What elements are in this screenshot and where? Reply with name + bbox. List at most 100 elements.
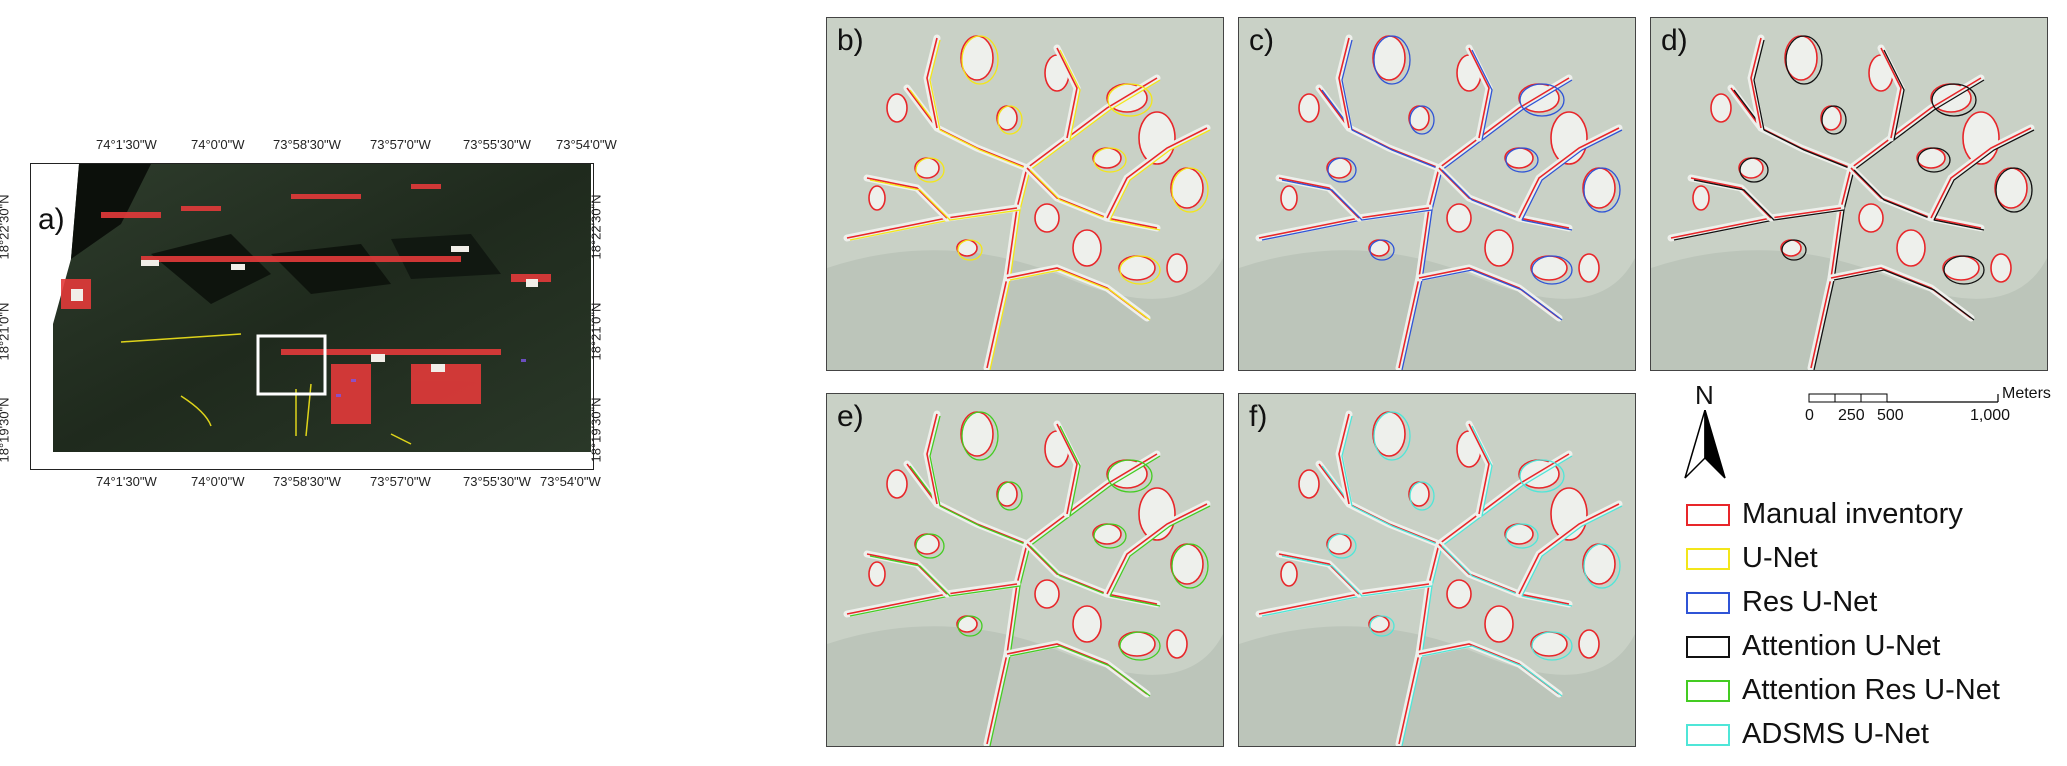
model-prediction-polygon (1327, 157, 1357, 183)
manual-landslide-polygon (1368, 615, 1390, 633)
manual-landslide-polygon (1170, 543, 1204, 585)
model-prediction-polygon (1739, 157, 1769, 183)
bottom-tick-3: 73°58'30"W (273, 474, 341, 489)
manual-landslide-polygon (1280, 561, 1298, 587)
manual-landslide-polygon (1578, 629, 1600, 659)
model-prediction-polygon (1931, 83, 1977, 117)
legend: Manual inventory U-Net Res U-Net Attenti… (1686, 498, 2046, 758)
model-prediction-outline (1693, 179, 1775, 221)
manual-landslide-polygon (886, 93, 908, 123)
manual-inventory-outline (1468, 47, 1490, 139)
bottom-tick-4: 73°57'0"W (370, 474, 431, 489)
north-arrow: N (1680, 380, 1730, 480)
model-prediction-outline (1401, 169, 1443, 370)
legend-item-attention-unet: Attention U-Net (1686, 630, 1940, 663)
manual-landslide-polygon (1072, 605, 1102, 643)
model-prediction-outline (1421, 645, 1563, 697)
model-prediction-polygon (1171, 167, 1209, 213)
manual-landslide-polygon (886, 469, 908, 499)
manual-landslide-polygon (1916, 147, 1946, 169)
model-prediction-outline (1321, 465, 1443, 547)
panel-b-map (827, 18, 1223, 370)
model-prediction-outline (1029, 545, 1161, 607)
manual-inventory-outline (1056, 47, 1078, 139)
model-prediction-polygon (1369, 615, 1395, 637)
panel-e: e) (826, 393, 1224, 747)
left-tick-2: 18°21'0"N (0, 302, 12, 361)
manual-inventory-outline (1690, 177, 1772, 219)
model-prediction-outline (1341, 39, 1353, 131)
top-tick-2: 74°0'0"W (191, 137, 245, 152)
legend-swatch-adsms-unet (1686, 723, 1730, 746)
panel-c-map (1239, 18, 1635, 370)
model-prediction-polygon (1531, 255, 1573, 285)
terrain-shading (827, 626, 1223, 746)
bottom-tick-5: 73°55'30"W (463, 474, 531, 489)
manual-inventory-outline (1670, 207, 1842, 239)
manual-inventory-outline (926, 413, 938, 505)
manual-landslide-polygon (1446, 579, 1472, 609)
panel-d: d) (1650, 17, 2048, 371)
manual-landslide-polygon (1326, 533, 1352, 555)
manual-landslide-polygon (1034, 203, 1060, 233)
manual-inventory-outline (1880, 47, 1902, 139)
model-prediction-outline (1521, 505, 1623, 597)
manual-inventory-outline (1026, 453, 1158, 545)
model-prediction-outline (1733, 89, 1855, 171)
model-prediction-polygon (1505, 147, 1539, 173)
manual-landslide-polygon (1530, 631, 1568, 657)
panel-a-label: a) (38, 203, 65, 236)
right-tick-1: 18°22'30"N (588, 194, 604, 260)
model-prediction-polygon (957, 615, 983, 637)
manual-inventory-outline (1850, 167, 1982, 229)
manual-landslide-polygon (1446, 203, 1472, 233)
model-prediction-polygon (1171, 543, 1209, 589)
legend-swatch-manual (1686, 503, 1730, 526)
model-prediction-outline (1109, 505, 1211, 597)
legend-label-attention-unet: Attention U-Net (1742, 630, 1941, 662)
panel-f-label: f) (1249, 400, 1268, 433)
model-prediction-outline (1441, 79, 1573, 171)
legend-item-attention-res-unet: Attention Res U-Net (1686, 674, 2000, 707)
manual-landslide-polygon (868, 185, 886, 211)
model-prediction-outline (1833, 269, 1975, 321)
manual-landslide-polygon (1484, 229, 1514, 267)
model-prediction-polygon (915, 533, 945, 559)
manual-inventory-outline (926, 37, 938, 129)
model-prediction-polygon (1119, 631, 1161, 661)
terrain-shading (1239, 626, 1635, 746)
manual-inventory-outline (846, 583, 1018, 615)
bottom-tick-1: 74°1'30"W (96, 474, 157, 489)
model-prediction-outline (1673, 209, 1845, 241)
model-prediction-polygon (1519, 83, 1565, 117)
legend-swatch-attention-unet (1686, 635, 1730, 658)
manual-landslide-polygon (1504, 523, 1534, 545)
model-prediction-polygon (1093, 523, 1127, 549)
model-prediction-outline (1109, 129, 1211, 221)
scale-tick-250: 250 (1838, 407, 1865, 424)
panel-f-map (1239, 394, 1635, 746)
manual-landslide-polygon (1994, 167, 2028, 209)
model-prediction-outline (1059, 425, 1081, 517)
model-prediction-outline (989, 169, 1031, 370)
model-prediction-outline (1753, 39, 1765, 131)
model-prediction-polygon (997, 105, 1023, 135)
panel-d-label: d) (1661, 24, 1688, 57)
manual-inventory-outline (1026, 167, 1158, 229)
manual-inventory-outline (1850, 77, 1982, 169)
model-prediction-polygon (1119, 255, 1161, 285)
panel-c-label: c) (1249, 24, 1274, 57)
legend-label-adsms-unet: ADSMS U-Net (1742, 718, 1929, 750)
panel-f: f) (1238, 393, 1636, 747)
legend-label-unet: U-Net (1742, 542, 1818, 574)
manual-landslide-polygon (1170, 167, 1204, 209)
right-tick-3: 18°19'30"N (588, 397, 604, 463)
model-prediction-polygon (1369, 239, 1395, 261)
manual-inventory-outline (1338, 413, 1350, 505)
model-prediction-outline (849, 585, 1021, 617)
model-prediction-polygon (1107, 459, 1153, 493)
manual-landslide-polygon (1034, 579, 1060, 609)
manual-landslide-polygon (956, 239, 978, 257)
manual-inventory-outline (1106, 503, 1208, 595)
panel-e-label: e) (837, 400, 864, 433)
